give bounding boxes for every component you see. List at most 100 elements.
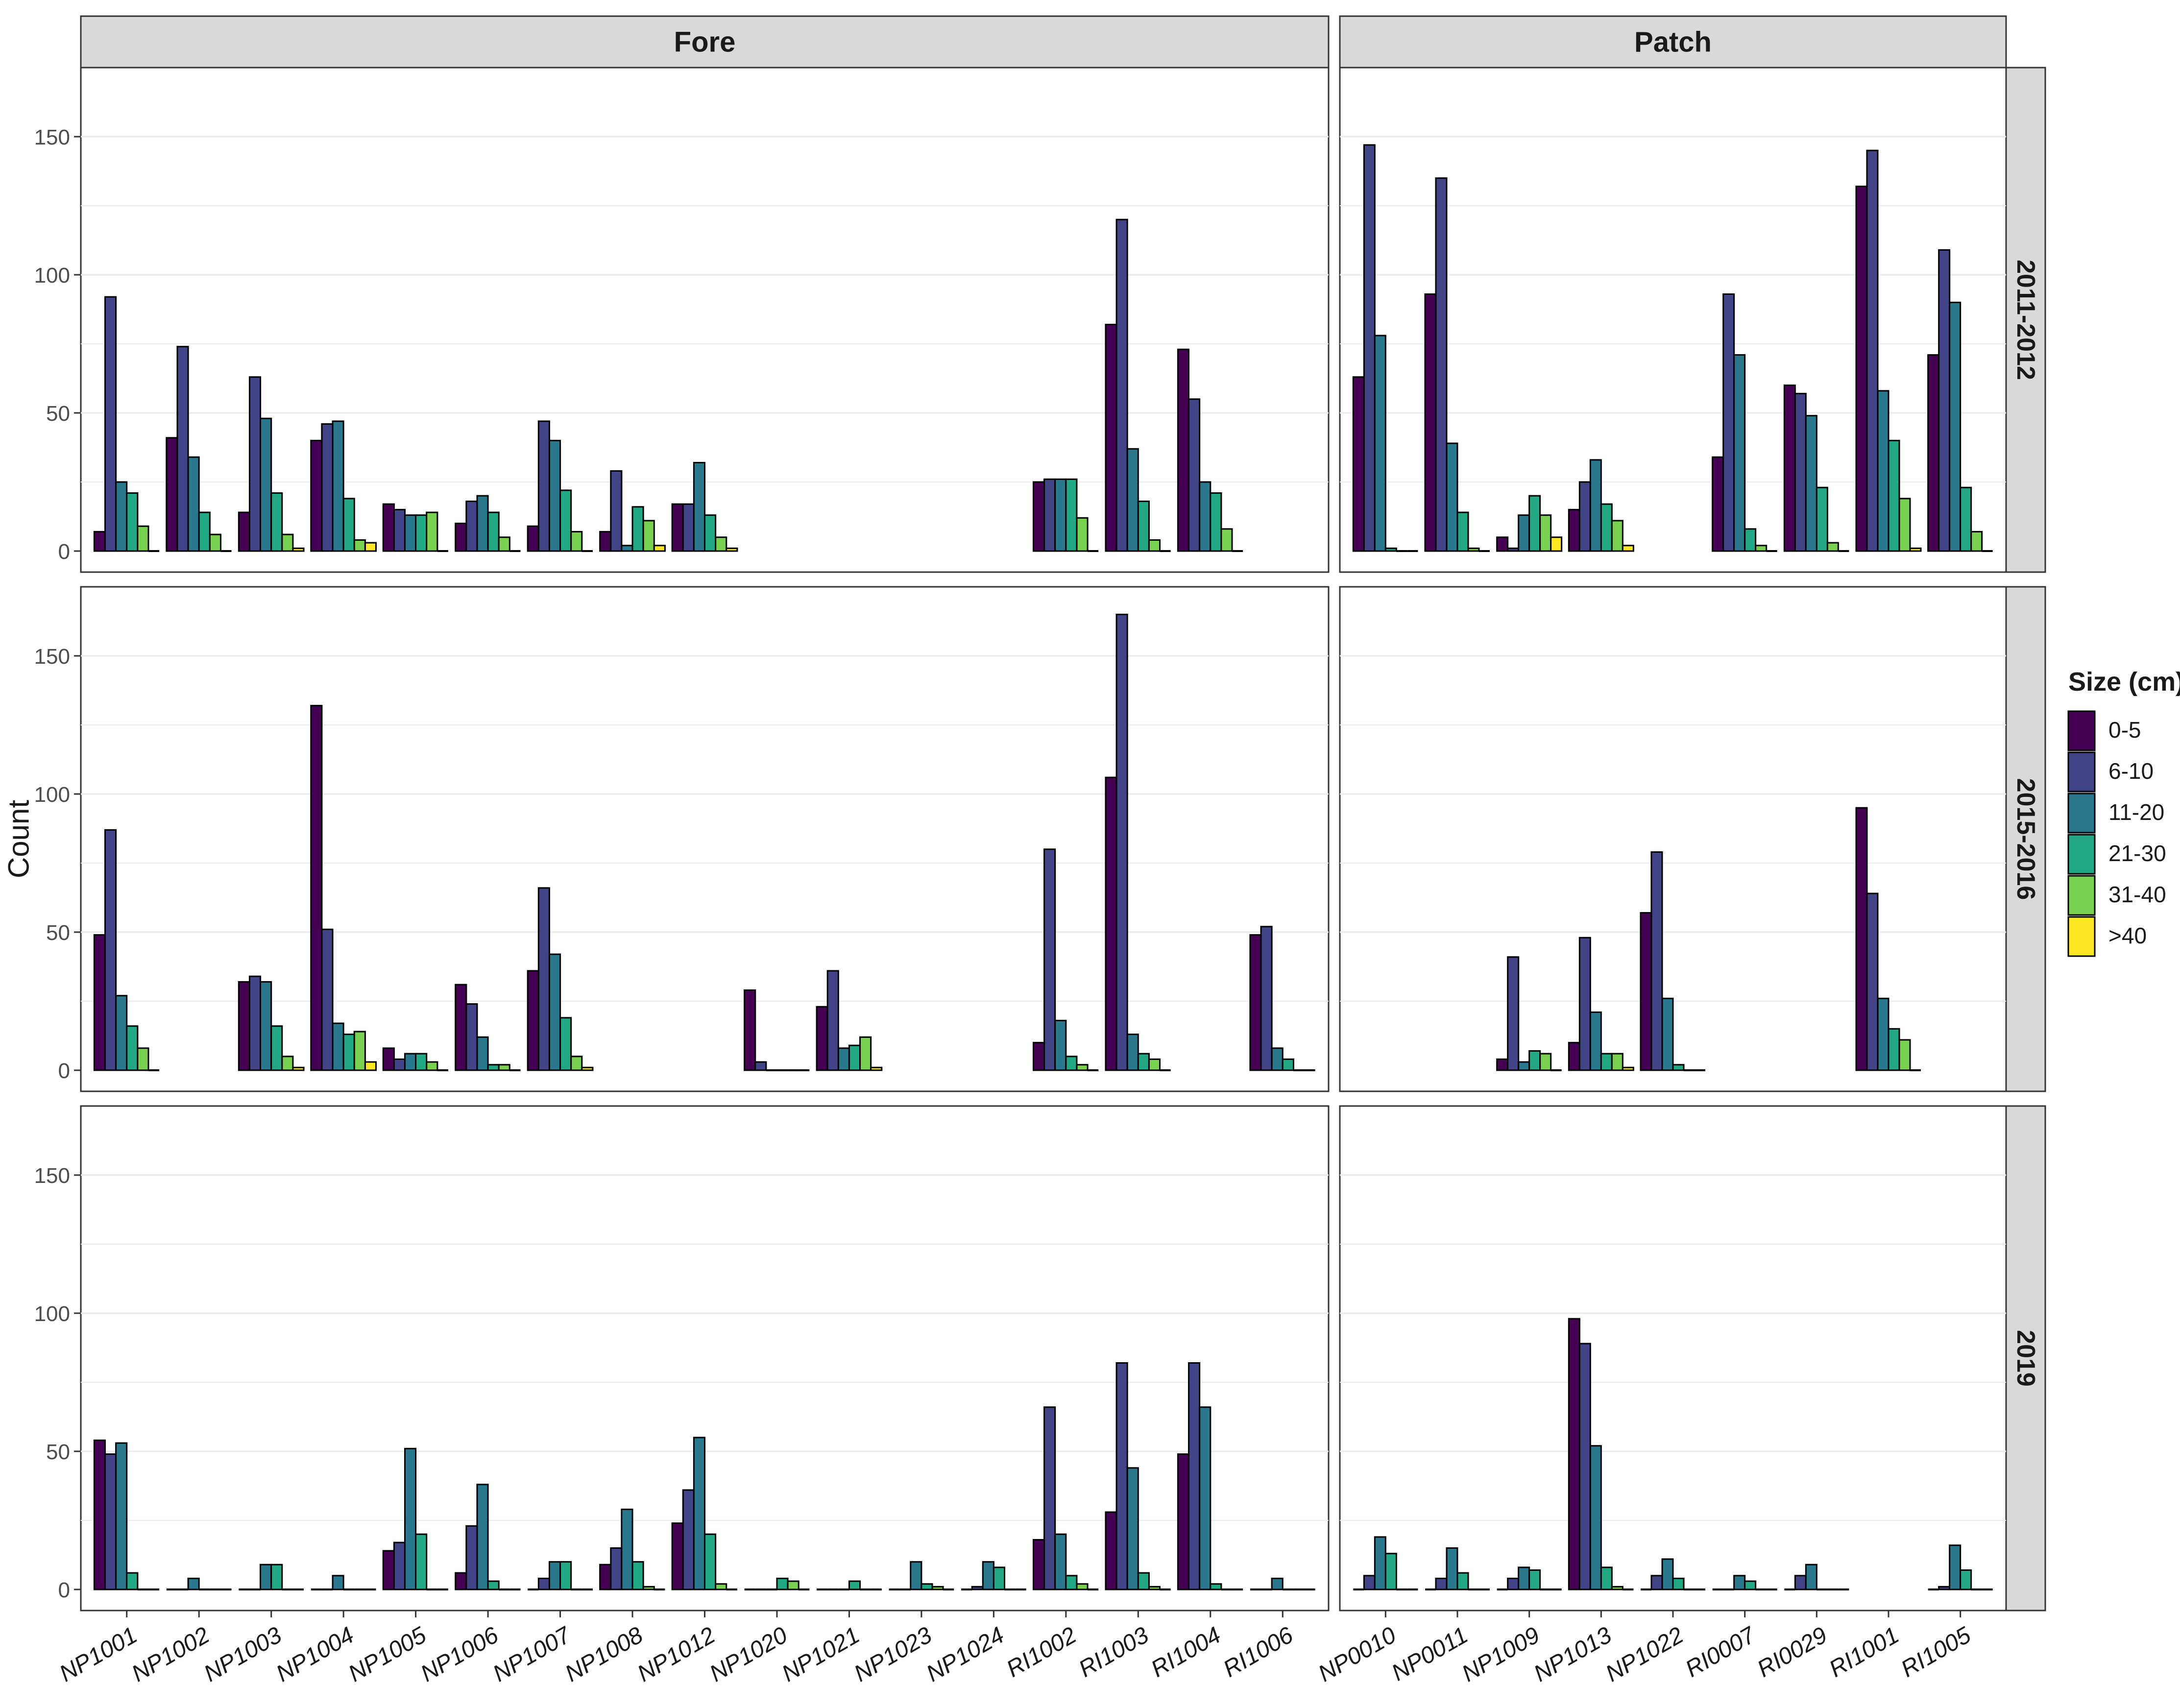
facet-strip-patch	[1339, 15, 2007, 69]
bar-NP1021-6-10	[826, 970, 839, 1071]
bar-RI1003-6-10	[1115, 1362, 1128, 1590]
bar-NP1005-31-40	[426, 1061, 438, 1071]
bar-NP1006-6-10	[465, 500, 478, 552]
bar-NP1006-0-5	[455, 523, 467, 552]
legend-label: 0-5	[2108, 717, 2141, 743]
bar-NP0010-21-30	[1384, 547, 1397, 552]
bar-NP1006-11-20	[476, 1036, 489, 1071]
bar-NP1002-21-30	[198, 511, 211, 552]
bar-NP1012-21-30	[704, 514, 717, 552]
bar-NP1006-21-30	[487, 1064, 500, 1071]
bar-RI1002-11-20	[1054, 1019, 1067, 1071]
x-tick-label: RI1002	[1002, 1622, 1081, 1683]
bar-NP1013-11-20	[1589, 1011, 1602, 1071]
bar-NP1007-11-20	[548, 953, 561, 1071]
bar-NP1001-31-40	[137, 525, 149, 552]
bar-RI1003-0-5	[1105, 776, 1117, 1071]
bar-NP1009-11-20	[1518, 1061, 1530, 1071]
bar-RI1002-11-20	[1054, 478, 1067, 552]
bar-NP1004-21-30	[342, 498, 355, 552]
bar-NP1005-11-20	[404, 514, 417, 552]
legend-swatch	[2067, 875, 2096, 916]
y-tick-label: 150	[34, 645, 70, 669]
bar-NP1013->40	[1622, 1066, 1634, 1071]
bar-NP1012-0-5	[671, 503, 684, 552]
x-tick-label: RI0029	[1753, 1622, 1832, 1683]
bar-RI1005-31-40	[1970, 531, 1983, 552]
bar-NP1013-31-40	[1611, 1053, 1623, 1071]
legend-swatch	[2067, 710, 2096, 751]
bar-NP1005-21-30	[415, 1053, 428, 1071]
y-tick-label: 0	[58, 1059, 70, 1083]
bar-NP0011-6-10	[1435, 177, 1448, 552]
bar-RI1003-0-5	[1105, 324, 1117, 552]
bar-RI1004-6-10	[1188, 398, 1201, 552]
bar-RI1002-21-30	[1065, 478, 1078, 552]
bar-RI1004-11-20	[1199, 1406, 1211, 1590]
bar-RI1004-0-5	[1177, 1453, 1190, 1590]
x-tick-label: RI1005	[1897, 1622, 1976, 1682]
bar-RI0029-31-40	[1826, 542, 1839, 552]
bar-RI1006-0-5	[1249, 934, 1262, 1071]
bar-NP1004-11-20	[332, 1022, 344, 1071]
bar-NP1005-0-5	[382, 503, 395, 552]
bar-NP1021-0-5	[816, 1006, 828, 1071]
bar-RI1003-31-40	[1148, 1058, 1161, 1071]
bar-NP1009-6-10	[1507, 1577, 1520, 1590]
bar-NP1008-0-5	[599, 531, 612, 552]
bar-NP1022-21-30	[1672, 1064, 1685, 1071]
bar-RI1002-6-10	[1043, 478, 1056, 552]
panel-frame	[1339, 1105, 2007, 1612]
bar-RI0007-11-20	[1733, 1575, 1746, 1590]
bar-NP1020-0-5	[744, 989, 756, 1071]
legend-swatch	[2067, 793, 2096, 834]
bar-RI1001-11-20	[1877, 997, 1889, 1071]
bar-RI1004-6-10	[1188, 1362, 1201, 1590]
bar-RI0007-6-10	[1722, 293, 1735, 552]
y-tick-label: 100	[34, 264, 70, 288]
bar-NP1004->40	[364, 1061, 377, 1071]
bar-NP1024-21-30	[993, 1566, 1006, 1590]
bar-NP1003-11-20	[260, 1564, 272, 1590]
bar-RI1001-31-40	[1898, 1039, 1911, 1071]
bar-RI1003-21-30	[1137, 1053, 1150, 1071]
bar-RI1006-11-20	[1271, 1577, 1284, 1590]
bar-NP1003->40	[292, 1066, 305, 1071]
facet-strip-row	[2005, 67, 2046, 573]
bar-NP1023-31-40	[931, 1586, 944, 1590]
bar-RI0029-0-5	[1783, 385, 1796, 552]
bar-NP1006-0-5	[455, 984, 467, 1071]
facet-strip-fore	[80, 15, 1330, 69]
bar-NP1006-31-40	[498, 1064, 510, 1071]
bar-RI1002-31-40	[1076, 1064, 1089, 1071]
bar-NP1007-21-30	[559, 489, 572, 552]
bar-RI0007-31-40	[1755, 545, 1768, 552]
bar-NP1001-6-10	[104, 1453, 117, 1590]
bar-NP1002-6-10	[176, 346, 189, 552]
bar-RI1002-31-40	[1076, 1583, 1089, 1590]
bar-NP1009-21-30	[1528, 1569, 1541, 1590]
bar-RI1001-21-30	[1888, 439, 1900, 552]
bar-NP1001-0-5	[93, 1439, 106, 1590]
bar-RI1001-0-5	[1855, 807, 1868, 1071]
legend-label: 31-40	[2108, 882, 2166, 907]
bar-RI1003-21-30	[1137, 1572, 1150, 1590]
facet-column-label: Patch	[1634, 26, 1712, 58]
bar-NP1013-0-5	[1568, 1042, 1580, 1071]
bar-NP1003-0-5	[238, 981, 250, 1071]
bar-NP1001-11-20	[115, 1442, 128, 1590]
bar-RI0029-11-20	[1805, 415, 1817, 552]
bar-NP1009-6-10	[1507, 547, 1520, 552]
bar-NP1012-31-40	[715, 1583, 727, 1590]
bar-NP1013-6-10	[1578, 481, 1591, 552]
facet-row-label: 2015-2016	[2011, 778, 2040, 900]
bar-NP0011-31-40	[1467, 547, 1480, 552]
y-tick-label: 100	[34, 1302, 70, 1326]
bar-NP1008-11-20	[621, 1508, 633, 1590]
bar-NP1009-31-40	[1539, 514, 1552, 552]
bar-NP0010-11-20	[1374, 1536, 1386, 1590]
bar-NP0011-0-5	[1424, 293, 1437, 552]
x-tick-label: NP1008	[561, 1622, 648, 1687]
bar-NP1008-21-30	[631, 506, 644, 552]
